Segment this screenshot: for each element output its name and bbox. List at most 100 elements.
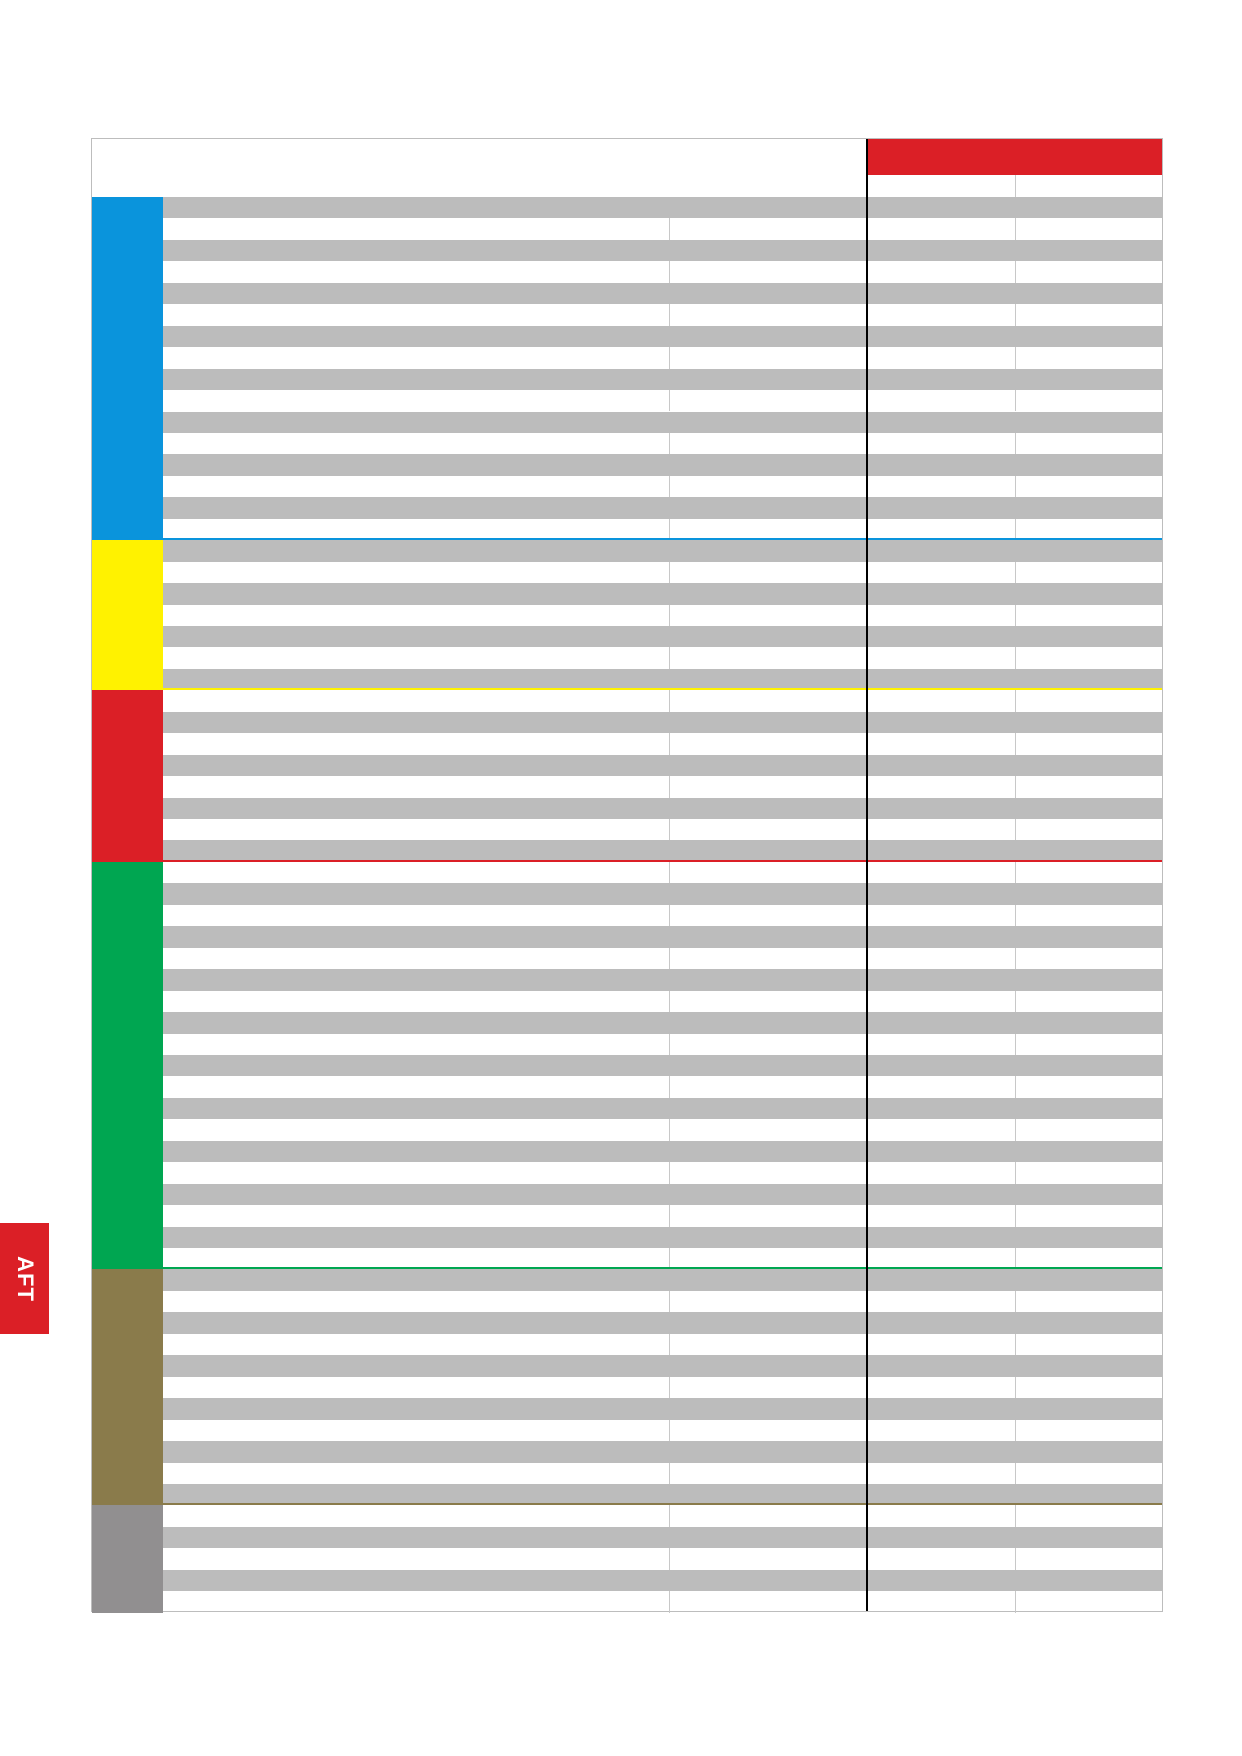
table-row bbox=[163, 1248, 1162, 1270]
table-row bbox=[163, 304, 1162, 326]
cell-divider bbox=[1015, 861, 1016, 884]
table-row bbox=[163, 1355, 1162, 1377]
cell-divider bbox=[669, 1076, 670, 1098]
section-border bbox=[163, 688, 1162, 691]
cell-divider bbox=[1015, 283, 1016, 304]
cell-divider bbox=[1015, 1055, 1016, 1076]
table-row bbox=[163, 1569, 1162, 1592]
cell-divider bbox=[1015, 969, 1016, 990]
table-row bbox=[163, 540, 1162, 562]
table-row bbox=[163, 733, 1162, 755]
table-row bbox=[163, 518, 1162, 541]
cell-divider bbox=[1015, 647, 1016, 669]
section-color-bar bbox=[92, 197, 163, 541]
table-header bbox=[92, 139, 1162, 197]
table-row bbox=[163, 282, 1162, 305]
cell-divider bbox=[1015, 347, 1016, 369]
cell-divider bbox=[669, 776, 670, 798]
side-tab-label: AFT bbox=[12, 1255, 38, 1302]
cell-divider bbox=[1015, 390, 1016, 412]
cell-divider bbox=[669, 904, 670, 927]
cell-divider bbox=[669, 1248, 670, 1270]
header-column-divider bbox=[1015, 175, 1016, 197]
table-row bbox=[163, 390, 1162, 412]
cell-divider bbox=[1015, 261, 1016, 283]
table-row bbox=[163, 668, 1162, 691]
cell-divider bbox=[669, 261, 670, 283]
cell-divider bbox=[1015, 304, 1016, 326]
cell-divider bbox=[669, 1505, 670, 1527]
cell-divider bbox=[669, 432, 670, 455]
cell-divider bbox=[669, 518, 670, 541]
table-body bbox=[92, 197, 1162, 1613]
cell-divider bbox=[1015, 690, 1016, 712]
cell-divider bbox=[1015, 1376, 1016, 1399]
cell-divider bbox=[1015, 1462, 1016, 1484]
cell-divider bbox=[1015, 1205, 1016, 1227]
table-row bbox=[163, 1054, 1162, 1077]
cell-divider bbox=[1015, 840, 1016, 861]
cell-divider bbox=[1015, 197, 1016, 218]
cell-divider bbox=[1015, 1355, 1016, 1376]
table-row bbox=[163, 819, 1162, 841]
table-row bbox=[163, 368, 1162, 391]
section-1 bbox=[92, 540, 1162, 691]
cell-divider bbox=[1015, 1162, 1016, 1184]
table-row bbox=[163, 1591, 1162, 1613]
cell-divider bbox=[669, 390, 670, 412]
side-tab[interactable]: AFT bbox=[0, 1223, 49, 1334]
table-row bbox=[163, 1505, 1162, 1527]
table-row bbox=[163, 1419, 1162, 1442]
table-row bbox=[163, 926, 1162, 948]
cell-divider bbox=[669, 1290, 670, 1313]
table-row bbox=[163, 1033, 1162, 1055]
table-row bbox=[163, 1376, 1162, 1399]
cell-divider bbox=[1015, 1141, 1016, 1162]
cell-divider bbox=[669, 304, 670, 326]
cell-divider bbox=[1015, 1227, 1016, 1248]
cell-divider bbox=[1015, 1269, 1016, 1290]
cell-divider bbox=[1015, 1312, 1016, 1333]
table-row bbox=[163, 1076, 1162, 1098]
table-row bbox=[163, 604, 1162, 626]
table-row bbox=[163, 840, 1162, 862]
cell-divider bbox=[1015, 540, 1016, 561]
section-0 bbox=[92, 197, 1162, 541]
cell-divider bbox=[669, 1119, 670, 1141]
cell-divider bbox=[1015, 369, 1016, 390]
cell-divider bbox=[1015, 926, 1016, 947]
table-row bbox=[163, 776, 1162, 798]
cell-divider bbox=[1015, 776, 1016, 798]
cell-divider bbox=[669, 1419, 670, 1442]
cell-divider bbox=[669, 1462, 670, 1484]
table-row bbox=[163, 1441, 1162, 1463]
cell-divider bbox=[1015, 326, 1016, 347]
table-row bbox=[163, 475, 1162, 498]
header-accent-block bbox=[866, 139, 1162, 175]
section-border bbox=[163, 538, 1162, 541]
cell-divider bbox=[669, 690, 670, 712]
cell-divider bbox=[1015, 798, 1016, 819]
table-row bbox=[163, 583, 1162, 605]
cell-divider bbox=[1015, 561, 1016, 584]
cell-divider bbox=[1015, 1012, 1016, 1033]
cell-divider bbox=[1015, 1419, 1016, 1442]
table-row bbox=[163, 947, 1162, 970]
cell-divider bbox=[1015, 1248, 1016, 1270]
table-row bbox=[163, 1483, 1162, 1506]
table-row bbox=[163, 754, 1162, 777]
cell-divider bbox=[1015, 1505, 1016, 1527]
cell-divider bbox=[1015, 412, 1016, 433]
table-row bbox=[163, 990, 1162, 1013]
cell-divider bbox=[1015, 1290, 1016, 1313]
cell-divider bbox=[669, 1205, 670, 1227]
section-4 bbox=[92, 1269, 1162, 1506]
table-row bbox=[163, 797, 1162, 820]
table-row bbox=[163, 904, 1162, 927]
section-color-bar bbox=[92, 540, 163, 691]
cell-divider bbox=[669, 1162, 670, 1184]
table-row bbox=[163, 1183, 1162, 1206]
cell-divider bbox=[1015, 1398, 1016, 1419]
cell-divider bbox=[1015, 1591, 1016, 1613]
table-row bbox=[163, 1269, 1162, 1291]
